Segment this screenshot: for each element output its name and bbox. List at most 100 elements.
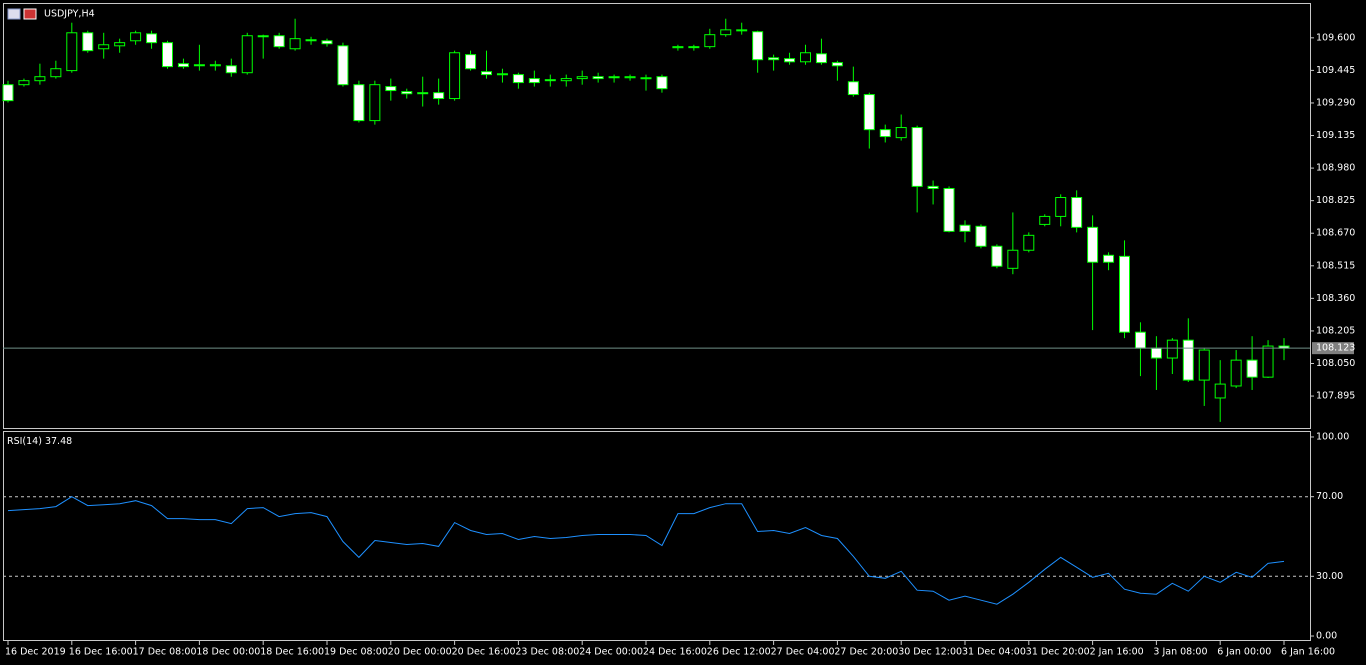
candle-body	[273, 35, 285, 48]
candle-body	[959, 224, 971, 232]
candle-body	[1055, 197, 1067, 217]
candle-body	[1007, 249, 1019, 269]
candle-body	[1119, 255, 1130, 333]
candle-body	[560, 78, 572, 82]
candle-body	[704, 34, 716, 48]
x-tick-label: 26 Dec 12:00	[707, 647, 771, 658]
candle-body	[911, 127, 923, 187]
candle-body	[18, 80, 30, 86]
candle-body	[720, 29, 732, 36]
candle-body	[1039, 215, 1051, 225]
candle-body	[991, 245, 1003, 267]
candle-body	[465, 54, 477, 70]
candle-body	[114, 42, 126, 47]
candle-body	[1150, 347, 1162, 359]
candle-body	[863, 94, 875, 131]
candle-body	[241, 35, 253, 74]
x-tick-label: 27 Dec 04:00	[771, 647, 835, 658]
y-tick-label: 70.00	[1316, 491, 1343, 502]
x-tick-label: 18 Dec 16:00	[260, 647, 324, 658]
candle-body	[544, 79, 556, 82]
candle-body	[847, 81, 859, 96]
candle-body	[1198, 349, 1210, 381]
candle-body	[672, 46, 684, 49]
y-tick-label: 0.00	[1316, 631, 1337, 642]
candle-body	[417, 92, 429, 95]
candle-body	[1230, 359, 1242, 387]
candle-body	[146, 33, 158, 44]
candle-body	[449, 52, 461, 100]
candle-body	[496, 73, 508, 76]
y-tick-label: 108.670	[1316, 228, 1355, 239]
candle-body	[927, 185, 939, 189]
candle-body	[1166, 339, 1178, 359]
x-tick-label: 30 Dec 12:00	[898, 647, 962, 658]
x-tick-label: 2 Jan 16:00	[1090, 647, 1144, 658]
candle-body	[1262, 345, 1274, 378]
candle-body	[353, 84, 365, 122]
x-tick-label: 17 Dec 08:00	[133, 647, 197, 658]
candle-body	[831, 62, 843, 67]
candle-body	[50, 68, 62, 78]
candle-body	[1134, 331, 1146, 349]
y-tick-label: 108.980	[1316, 163, 1355, 174]
x-tick-label: 23 Dec 08:00	[515, 647, 579, 658]
candle-body	[193, 64, 205, 67]
candle-body	[305, 39, 317, 42]
icon	[7, 8, 21, 20]
candle-body	[736, 29, 748, 32]
rsi-name: RSI(14)	[7, 436, 42, 447]
y-tick-label: 108.050	[1316, 358, 1355, 369]
x-tick-label: 18 Dec 00:00	[196, 647, 260, 658]
x-tick-label: 24 Dec 16:00	[643, 647, 707, 658]
x-tick-label: 31 Dec 04:00	[962, 647, 1026, 658]
candle-body	[784, 58, 796, 63]
candle-body	[385, 86, 397, 92]
main-panel-frame	[3, 3, 1311, 429]
candle-body	[1087, 226, 1099, 263]
candle-body	[481, 71, 492, 76]
candle-body	[1103, 254, 1115, 263]
candle-body	[98, 44, 110, 50]
candle-body	[895, 127, 907, 139]
symbol-icons	[7, 8, 37, 20]
y-tick-label: 108.515	[1316, 260, 1355, 271]
x-tick-label: 27 Dec 20:00	[834, 647, 898, 658]
candle-body	[2, 84, 14, 102]
x-tick-label: 16 Dec 16:00	[69, 647, 133, 658]
candle-body	[943, 187, 955, 232]
y-tick-label: 107.895	[1316, 391, 1355, 402]
candle-body	[1023, 234, 1035, 251]
candle-body	[576, 76, 588, 80]
y-tick-label: 109.290	[1316, 97, 1355, 108]
candle-body	[640, 77, 652, 80]
y-tick-label: 100.00	[1316, 431, 1349, 442]
candle-body	[257, 35, 269, 38]
x-tick-label: 19 Dec 08:00	[324, 647, 388, 658]
x-tick-label: 6 Jan 16:00	[1281, 647, 1335, 658]
current-price-box	[1312, 342, 1354, 355]
y-tick-label: 109.135	[1316, 130, 1355, 141]
y-tick-label: 109.600	[1316, 32, 1355, 43]
x-tick-label: 20 Dec 00:00	[388, 647, 452, 658]
candle-body	[1071, 197, 1083, 228]
candle-body	[800, 52, 811, 63]
rsi-title: RSI(14) 37.48	[7, 436, 72, 447]
candle-body	[130, 32, 142, 42]
candle-body	[177, 63, 189, 68]
candle-body	[512, 74, 524, 84]
rsi-line	[7, 496, 1285, 605]
y-tick-label: 30.00	[1316, 571, 1343, 582]
candle-body	[225, 65, 237, 74]
rsi-panel-frame	[3, 431, 1311, 641]
y-tick-label: 108.360	[1316, 293, 1355, 304]
candle-body	[752, 31, 764, 61]
candle-body	[289, 38, 301, 50]
y-tick-label: 108.825	[1316, 195, 1355, 206]
candle-body	[688, 46, 700, 49]
current-price-label: 108.123	[1316, 343, 1355, 354]
candle-body	[369, 84, 381, 122]
candle-body	[624, 76, 636, 79]
x-tick-label: 3 Jan 08:00	[1153, 647, 1207, 658]
